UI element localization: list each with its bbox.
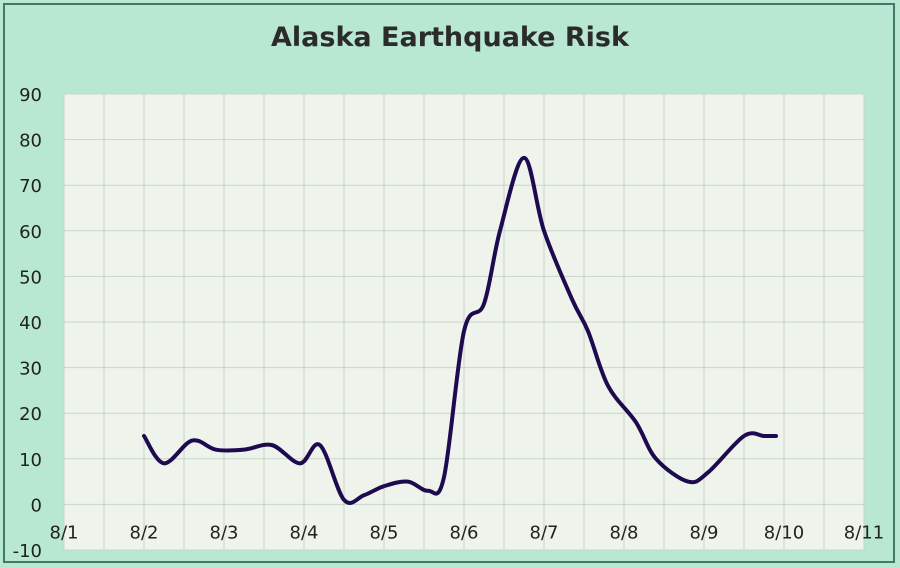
x-axis-ticks: 8/1 8/2 8/3 8/4 8/5 8/6 8/7 8/8 8/9 8/10 8/11 bbox=[50, 522, 885, 543]
y-axis-ticks: -10 0 10 20 30 40 50 60 70 80 90 bbox=[13, 85, 42, 562]
y-tick-label: 20 bbox=[19, 404, 42, 425]
x-tick-label: 8/1 bbox=[50, 522, 79, 543]
x-tick-label: 8/6 bbox=[450, 522, 479, 543]
y-tick-label: -10 bbox=[13, 541, 42, 562]
x-tick-label: 8/9 bbox=[690, 522, 719, 543]
y-tick-label: 70 bbox=[19, 176, 42, 197]
y-tick-label: 80 bbox=[19, 131, 42, 152]
x-tick-label: 8/3 bbox=[210, 522, 239, 543]
chart-title: Alaska Earthquake Risk bbox=[271, 22, 629, 53]
x-tick-label: 8/10 bbox=[764, 522, 804, 543]
x-tick-label: 8/2 bbox=[130, 522, 159, 543]
x-tick-label: 8/5 bbox=[370, 522, 399, 543]
y-tick-label: 30 bbox=[19, 359, 42, 380]
x-tick-label: 8/7 bbox=[530, 522, 559, 543]
y-tick-label: 0 bbox=[31, 495, 42, 516]
x-tick-label: 8/11 bbox=[844, 522, 884, 543]
y-tick-label: 40 bbox=[19, 313, 42, 334]
series-line bbox=[142, 155, 778, 505]
x-tick-label: 8/4 bbox=[290, 522, 319, 543]
y-tick-label: 60 bbox=[19, 222, 42, 243]
x-tick-label: 8/8 bbox=[610, 522, 639, 543]
y-tick-label: 10 bbox=[19, 450, 42, 471]
gridlines bbox=[63, 93, 865, 551]
y-tick-label: 90 bbox=[19, 85, 42, 106]
y-tick-label: 50 bbox=[19, 267, 42, 288]
